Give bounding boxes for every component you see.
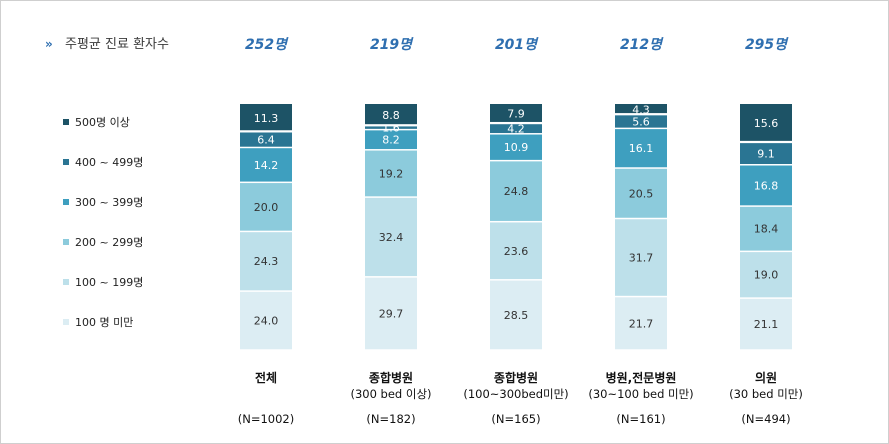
legend-label: 100 ~ 199명 <box>75 276 143 289</box>
bar-segment <box>615 219 667 296</box>
category-sample-size: (N=161) <box>616 412 665 426</box>
category-label: 병원,전문병원 <box>606 370 677 385</box>
category-label: 의원 <box>755 370 777 385</box>
data-label: 19.2 <box>379 167 404 180</box>
bar-segment <box>240 291 292 350</box>
category-label: 전체 <box>255 370 277 385</box>
bar-segment <box>615 104 667 114</box>
bar-segment <box>615 297 667 350</box>
legend-swatch <box>63 159 69 165</box>
legend-label: 100 명 미만 <box>75 316 133 329</box>
bar-segment <box>240 183 292 231</box>
data-label: 21.7 <box>629 317 654 330</box>
legend-label: 200 ~ 299명 <box>75 236 143 249</box>
data-label: 1.6 <box>382 122 400 135</box>
bar-segment <box>240 232 292 291</box>
category-sample-size: (N=165) <box>491 412 540 426</box>
bar-segment <box>365 126 417 129</box>
legend-swatch <box>63 239 69 245</box>
data-label: 9.1 <box>757 148 775 161</box>
bar-segment <box>740 206 792 251</box>
category-sublabel: (30 bed 미만) <box>729 387 803 401</box>
bar-segment <box>240 132 292 147</box>
bar-segment <box>365 130 417 150</box>
bar-total-label: 201명 <box>495 37 539 53</box>
data-label: 23.6 <box>504 245 529 258</box>
bar-segment <box>740 165 792 206</box>
legend-label: 300 ~ 399명 <box>75 196 143 209</box>
bar-segment <box>615 115 667 128</box>
data-label: 11.3 <box>254 112 279 125</box>
data-label: 8.2 <box>382 134 400 147</box>
bar-segment <box>365 197 417 277</box>
bar-segment <box>490 222 542 280</box>
category-sample-size: (N=1002) <box>238 412 294 426</box>
bar-segment <box>365 104 417 125</box>
bar-segment <box>490 104 542 122</box>
data-label: 14.2 <box>254 159 279 172</box>
legend-swatch <box>63 119 69 125</box>
category-sublabel: (300 bed 이상) <box>350 387 431 401</box>
bar-segment <box>490 161 542 221</box>
category-sample-size: (N=494) <box>741 412 790 426</box>
data-label: 10.9 <box>504 141 529 154</box>
title-arrow-icon: » <box>45 37 53 51</box>
bar-segment <box>240 104 292 131</box>
data-label: 16.1 <box>629 142 654 155</box>
legend-label: 400 ~ 499명 <box>75 156 143 169</box>
category-labels: 전체 (N=1002) 종합병원 (300 bed 이상) (N=182) 종합병원 (10… <box>238 370 803 426</box>
bar-segment <box>490 134 542 160</box>
bars: 24.0 24.3 20.0 14.2 6.4 11.3 29.7 32.4 19.2 8.21.… <box>240 103 792 350</box>
bar-totals: 252명 219명 201명 212명 295명 <box>245 37 789 53</box>
data-label: 4.2 <box>507 123 525 136</box>
bar-segment <box>740 252 792 298</box>
data-label: 18.4 <box>754 223 779 236</box>
data-label: 5.6 <box>632 115 650 128</box>
legend-swatch <box>63 319 69 325</box>
data-label: 19.0 <box>754 269 779 282</box>
data-label: 28.5 <box>504 309 529 322</box>
category-sample-size: (N=182) <box>366 412 415 426</box>
bar-segment <box>740 143 792 165</box>
category-sublabel: (100~300bed미만) <box>463 387 568 401</box>
data-label: 24.8 <box>504 185 529 198</box>
bar-segment <box>740 104 792 141</box>
data-label: 32.4 <box>379 231 404 244</box>
data-label: 31.7 <box>629 252 654 265</box>
bar-segment <box>615 129 667 168</box>
legend: 500명 이상 400 ~ 499명 300 ~ 399명 200 ~ 299명 100… <box>63 116 143 329</box>
bar-total-label: 252명 <box>245 37 289 53</box>
data-label: 21.1 <box>754 318 779 331</box>
data-label: 20.0 <box>254 201 279 214</box>
bar-total-label: 212명 <box>620 37 664 53</box>
bar-total-label: 295명 <box>745 37 789 53</box>
legend-label: 500명 이상 <box>75 116 130 129</box>
category-label: 종합병원 <box>369 370 413 385</box>
bar-segment <box>740 298 792 350</box>
data-label: 29.7 <box>379 307 404 320</box>
bar-segment <box>365 277 417 350</box>
data-label: 20.5 <box>629 187 654 200</box>
data-label: 24.0 <box>254 315 279 328</box>
legend-swatch <box>63 199 69 205</box>
bar-segment <box>240 148 292 182</box>
data-label: 6.4 <box>257 134 275 147</box>
data-label: 24.3 <box>254 255 279 268</box>
legend-swatch <box>63 279 69 285</box>
category-sublabel: (30~100 bed 미만) <box>588 387 693 401</box>
bar-segment <box>490 124 542 134</box>
bar-segment <box>615 168 667 218</box>
bar-segment <box>490 280 542 350</box>
category-label: 종합병원 <box>494 370 538 385</box>
chart-title: 주평균 진료 환자수 <box>65 37 169 52</box>
data-label: 15.6 <box>754 117 779 130</box>
data-label: 4.3 <box>632 103 650 116</box>
data-label: 8.8 <box>382 109 400 122</box>
data-label: 16.8 <box>754 179 779 192</box>
bar-segment <box>365 150 417 197</box>
bar-total-label: 219명 <box>370 37 414 53</box>
data-label: 7.9 <box>507 108 525 121</box>
